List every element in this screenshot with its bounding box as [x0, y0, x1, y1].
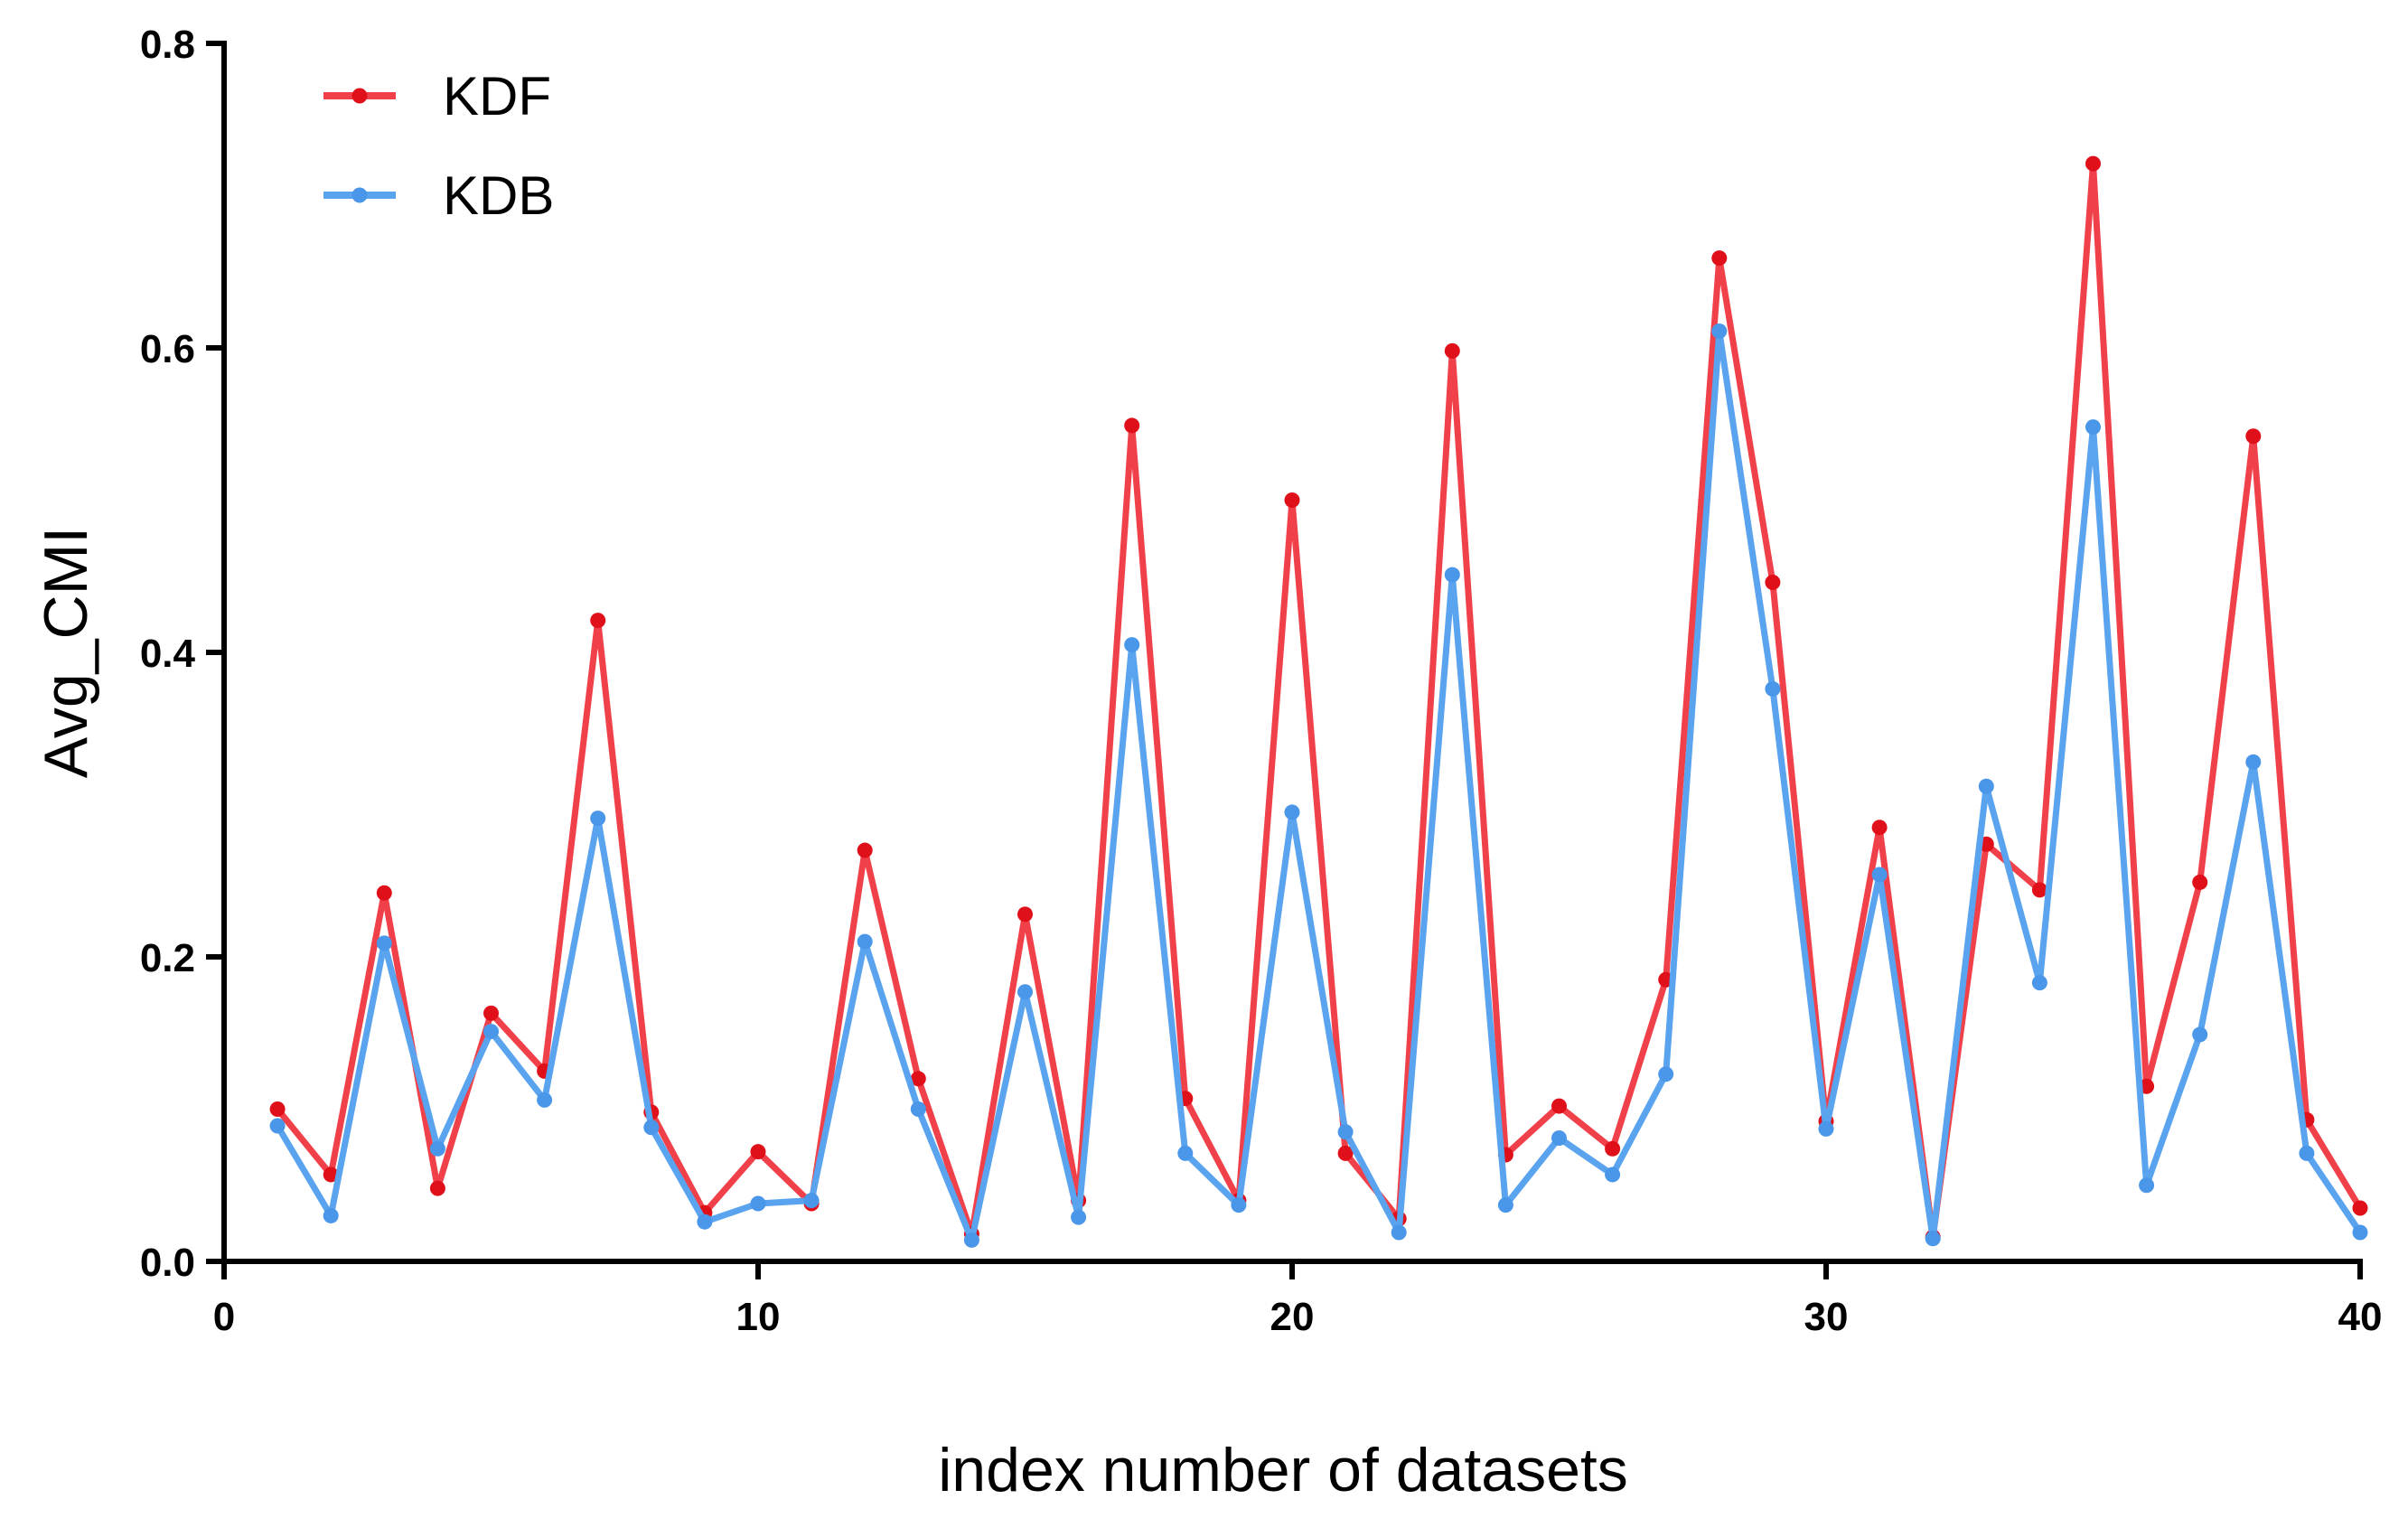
series-kdb: [269, 323, 2368, 1248]
series-layer: [269, 155, 2368, 1248]
data-point-kdb: [1071, 1209, 1087, 1225]
data-point-kdb: [1818, 1120, 1834, 1137]
data-point-kdf: [429, 1180, 445, 1196]
data-point-kdb: [2352, 1224, 2368, 1241]
data-point-kdb: [1711, 323, 1728, 339]
data-point-kdf: [483, 1005, 499, 1021]
data-point-kdb: [1017, 984, 1033, 1000]
data-point-kdb: [697, 1213, 713, 1230]
data-point-kdf: [750, 1144, 766, 1160]
data-point-kdb: [2085, 419, 2101, 436]
data-point-kdf: [2192, 874, 2208, 890]
data-point-kdb: [1497, 1197, 1513, 1213]
data-point-kdf: [376, 885, 392, 901]
y-tick-label: 0.8: [140, 23, 195, 67]
data-point-kdb: [1765, 680, 1781, 697]
data-point-kdf: [2085, 155, 2101, 172]
data-point-kdf: [1871, 820, 1888, 836]
legend: KDF KDB: [323, 66, 554, 226]
y-axis-title: Avg_CMI: [32, 527, 100, 778]
data-point-kdb: [537, 1092, 553, 1108]
legend-swatch-marker: [351, 88, 368, 104]
x-axis-title: index number of datasets: [938, 1436, 1628, 1504]
data-point-kdb: [643, 1120, 660, 1136]
legend-item-kdf: KDF: [323, 66, 551, 126]
data-point-kdb: [2139, 1177, 2155, 1194]
data-point-kdb: [1177, 1145, 1194, 1161]
data-point-kdb: [1444, 567, 1460, 583]
data-point-kdf: [2245, 428, 2262, 445]
y-tick-label: 0.6: [140, 327, 195, 371]
data-point-kdf: [269, 1101, 286, 1117]
legend-label-kdb: KDB: [443, 165, 554, 226]
data-point-kdb: [2299, 1145, 2315, 1161]
series-line-kdb: [274, 328, 2364, 1243]
data-point-kdf: [1765, 574, 1781, 590]
data-point-kdf: [1284, 492, 1300, 508]
x-ticks: 0 10 20 30 40: [213, 1261, 2383, 1339]
x-tick-label: 40: [2338, 1295, 2383, 1339]
data-point-kdf: [1337, 1145, 1354, 1161]
y-tick-label: 0.2: [140, 936, 195, 980]
data-point-kdb: [1337, 1124, 1354, 1140]
data-point-kdf: [1444, 342, 1460, 359]
legend-label-kdf: KDF: [443, 66, 551, 126]
data-point-kdb: [483, 1024, 499, 1040]
x-tick-label: 30: [1804, 1295, 1849, 1339]
data-point-kdb: [857, 933, 873, 950]
data-point-kdb: [1551, 1130, 1567, 1147]
data-point-kdb: [269, 1118, 286, 1134]
data-point-kdf: [1124, 417, 1140, 434]
data-point-kdf: [323, 1167, 339, 1183]
data-point-kdb: [1605, 1167, 1621, 1183]
data-point-kdb: [1871, 867, 1888, 883]
y-ticks: 0.0 0.2 0.4 0.6 0.8: [140, 23, 224, 1285]
data-point-kdf: [1017, 906, 1033, 923]
data-point-kdb: [2031, 975, 2047, 991]
x-tick-label: 20: [1270, 1295, 1315, 1339]
series-kdf: [269, 155, 2368, 1245]
data-point-kdb: [750, 1195, 766, 1212]
data-point-kdb: [429, 1140, 445, 1157]
data-point-kdf: [2031, 882, 2047, 898]
data-point-kdb: [1124, 637, 1140, 653]
x-tick-label: 10: [736, 1295, 781, 1339]
data-point-kdb: [1284, 804, 1300, 820]
data-point-kdf: [910, 1071, 926, 1087]
y-tick-label: 0.0: [140, 1241, 195, 1285]
data-point-kdb: [2192, 1026, 2208, 1043]
data-point-kdb: [323, 1207, 339, 1223]
x-tick-label: 0: [213, 1295, 235, 1339]
data-point-kdb: [803, 1193, 820, 1209]
data-point-kdb: [1231, 1197, 1247, 1213]
data-point-kdb: [590, 811, 606, 827]
y-tick-label: 0.4: [140, 632, 196, 676]
data-point-kdb: [1925, 1231, 1941, 1247]
legend-swatch-marker: [351, 187, 368, 203]
data-point-kdb: [376, 935, 392, 951]
data-point-kdb: [2245, 754, 2262, 770]
data-point-kdf: [1605, 1140, 1621, 1157]
data-point-kdf: [2352, 1200, 2368, 1216]
data-point-kdb: [1391, 1224, 1407, 1241]
legend-item-kdb: KDB: [323, 165, 554, 226]
data-point-kdf: [590, 613, 606, 629]
data-point-kdf: [1711, 250, 1728, 267]
data-point-kdb: [910, 1101, 926, 1117]
data-point-kdb: [1658, 1066, 1674, 1082]
data-point-kdb: [963, 1232, 979, 1248]
series-line-kdf: [274, 160, 2364, 1241]
data-point-kdb: [1978, 778, 1994, 794]
data-point-kdf: [1551, 1098, 1567, 1114]
data-point-kdf: [857, 842, 873, 858]
